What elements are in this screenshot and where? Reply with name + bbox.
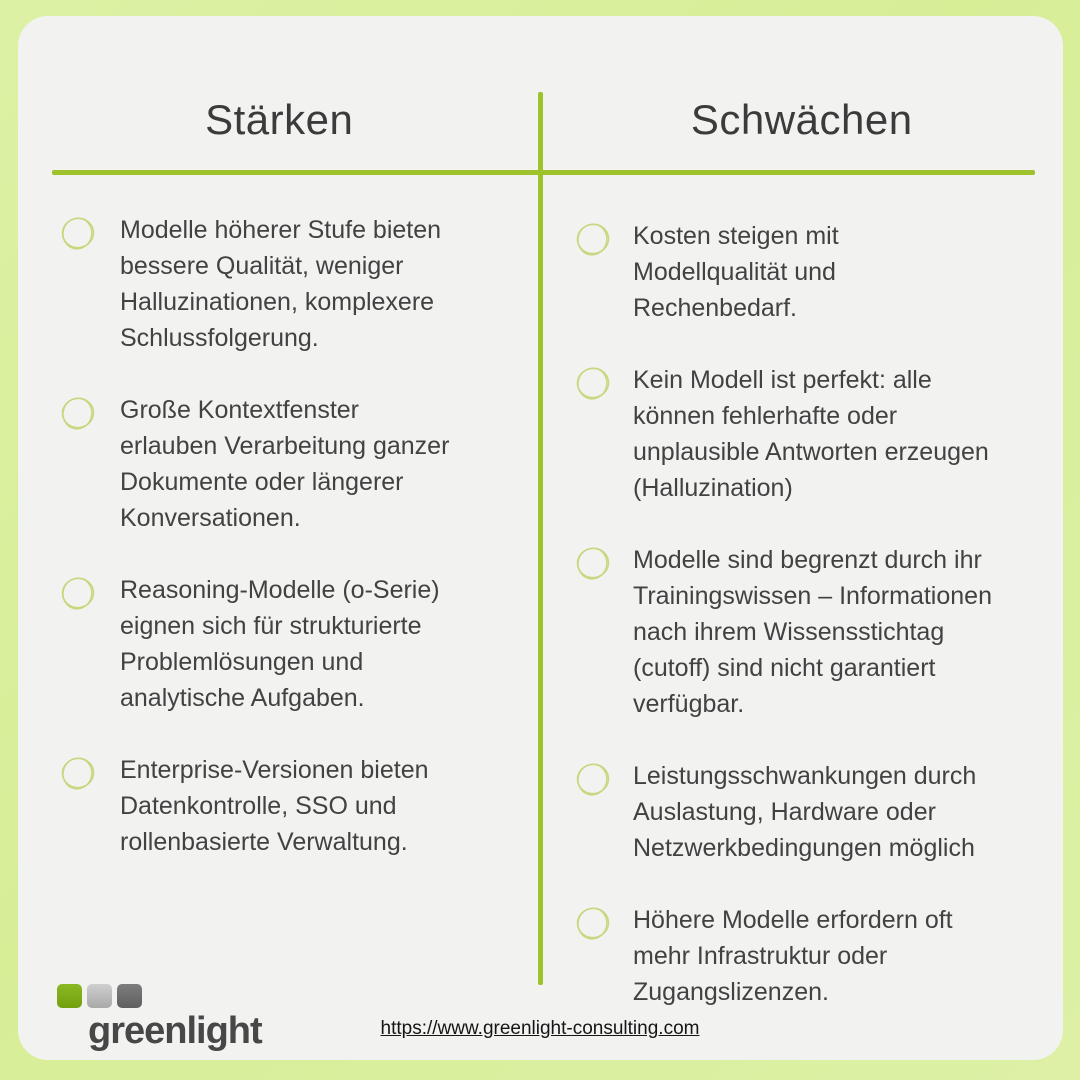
sketch-circle-icon [60,754,96,792]
sketch-circle-icon [60,574,96,612]
list-item: Kosten steigen mit Modellqualität und Re… [575,218,1037,326]
sketch-circle-icon [575,760,611,798]
header-row: Stärken Schwächen [18,96,1063,144]
list-item: Modelle höherer Stufe bieten bessere Qua… [60,212,510,356]
sketch-circle-icon [60,394,96,432]
sketch-circle-icon [60,214,96,252]
list-item-text: Reasoning-Modelle (o-Serie) eignen sich … [120,576,440,712]
list-item-text: Enterprise-Versionen bieten Datenkontrol… [120,756,429,856]
list-item: Enterprise-Versionen bieten Datenkontrol… [60,752,510,860]
logo-square-dark [117,984,142,1008]
list-item-text: Modelle sind begrenzt durch ihr Training… [633,546,992,718]
logo-squares-icon [57,984,262,1008]
list-item: Kein Modell ist perfekt: alle können feh… [575,362,1037,506]
sketch-circle-icon [575,544,611,582]
list-item-text: Modelle höherer Stufe bieten bessere Qua… [120,216,442,352]
website-link[interactable]: https://www.greenlight-consulting.com [380,1018,700,1039]
list-item: Leistungsschwankungen durch Auslastung, … [575,758,1037,866]
weaknesses-list: Kosten steigen mit Modellqualität und Re… [575,218,1037,1046]
horizontal-divider [52,170,1035,175]
list-item: Höhere Modelle erfordern oft mehr Infras… [575,902,1037,1010]
sketch-circle-icon [575,220,611,258]
sketch-circle-icon [575,364,611,402]
greenlight-logo: greenlight [57,984,263,1053]
list-item-text: Leistungsschwankungen durch Auslastung, … [633,762,977,862]
vertical-divider [538,92,543,985]
list-item: Modelle sind begrenzt durch ihr Training… [575,542,1037,722]
weaknesses-title: Schwächen [690,96,913,143]
list-item-text: Höhere Modelle erfordern oft mehr Infras… [633,906,953,1006]
logo-wordmark: greenlight [88,1010,263,1052]
sketch-circle-icon [575,904,611,942]
list-item-text: Große Kontextfenster erlauben Verarbeitu… [120,396,450,532]
list-item-text: Kosten steigen mit Modellqualität und Re… [633,222,839,322]
list-item: Große Kontextfenster erlauben Verarbeitu… [60,392,510,536]
logo-square-silver [87,984,112,1008]
logo-square-green [57,984,82,1008]
footer-link-container: https://www.greenlight-consulting.com [0,1018,1080,1040]
strengths-list: Modelle höherer Stufe bieten bessere Qua… [60,212,510,896]
strengths-title: Stärken [205,96,354,143]
list-item-text: Kein Modell ist perfekt: alle können feh… [633,366,989,502]
list-item: Reasoning-Modelle (o-Serie) eignen sich … [60,572,510,716]
